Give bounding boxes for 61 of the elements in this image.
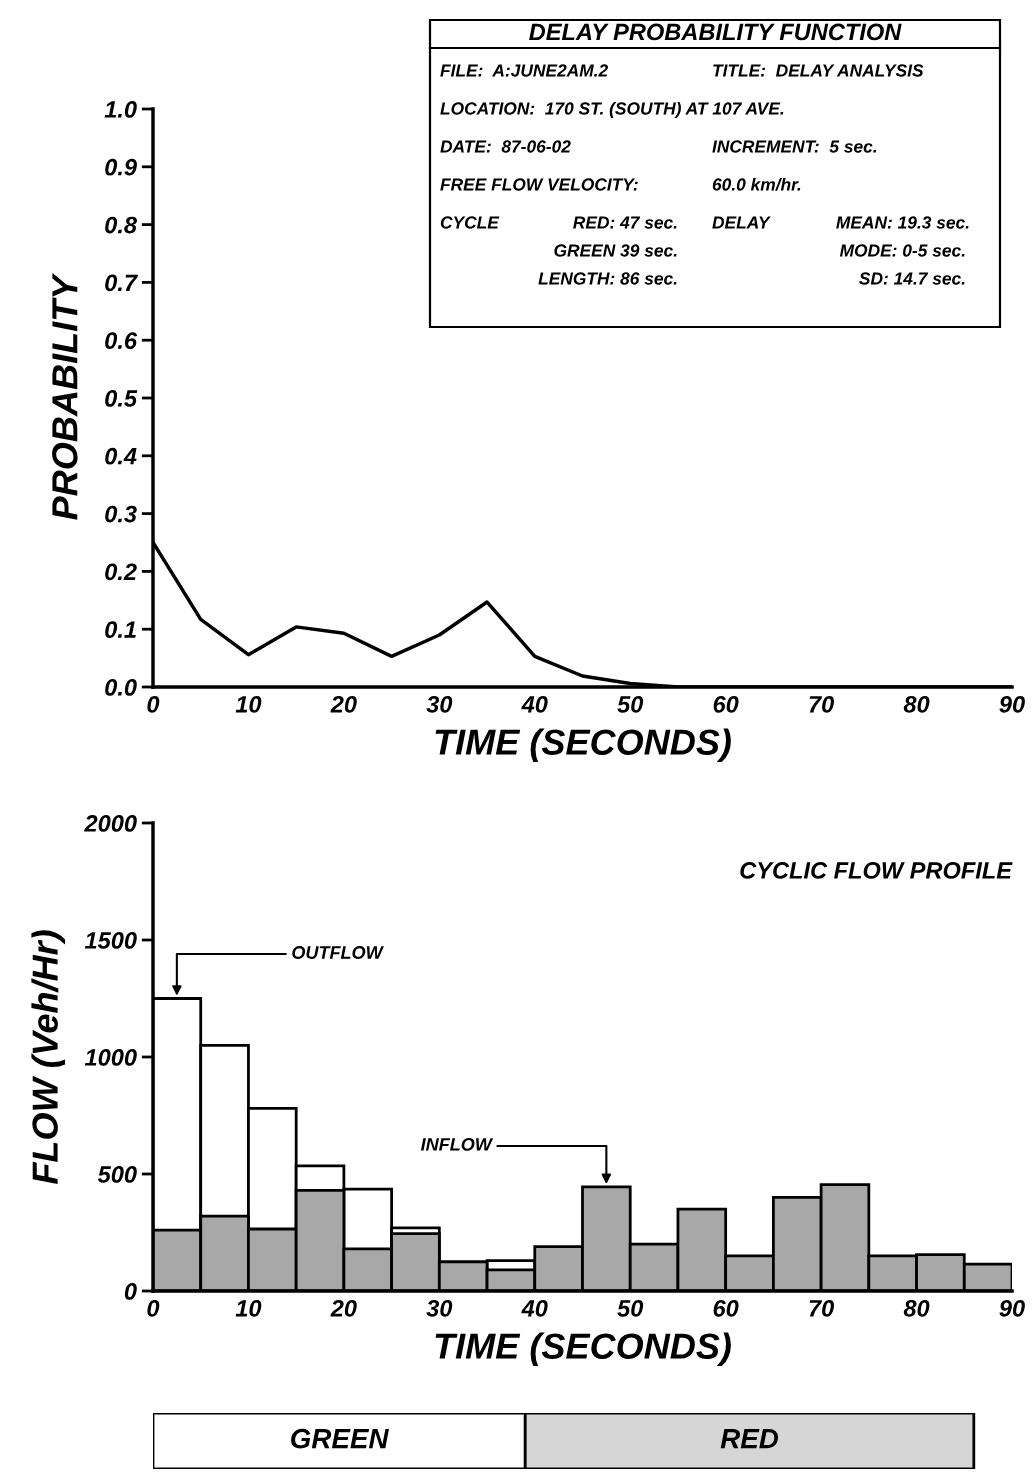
x-tick-label: 40	[521, 1299, 548, 1317]
y-tick-label: 500	[97, 1166, 137, 1183]
x-tick-label: 10	[235, 695, 262, 713]
y-tick-label: 0.5	[105, 390, 138, 407]
y-tick-label: 0.7	[105, 274, 138, 292]
y-tick-label: 0.1	[105, 621, 136, 638]
x-tick-label: 50	[617, 695, 644, 713]
chart-title: DELAY PROBABILITY FUNCTION	[529, 23, 902, 41]
text: TITLE: DELAY ANALYSIS	[713, 64, 924, 77]
annotation: MEAN: 19.3 sec.	[836, 216, 969, 229]
x-tick-label: 80	[903, 695, 930, 713]
y-axis-title: PROBABILITY	[52, 272, 78, 520]
series-label: RED	[720, 1429, 779, 1449]
y-tick-label: 0.0	[105, 679, 137, 696]
x-tick-label: 30	[426, 1299, 453, 1317]
annotation: FREE FLOW VELOCITY:	[440, 178, 638, 191]
y-tick-label: 0.6	[105, 332, 138, 349]
x-tick-label: 70	[809, 695, 835, 713]
x-tick-label: 0	[147, 695, 160, 713]
x-tick-label: 80	[903, 1299, 930, 1317]
y-tick-label: 1000	[84, 1049, 137, 1066]
y-tick-label: 0	[124, 1283, 137, 1300]
annotation: INFLOW	[420, 1137, 494, 1151]
x-tick-label: 20	[330, 695, 357, 713]
annotation: MODE: 0-5 sec.	[839, 244, 965, 257]
x-axis-title: TIME (SECONDS)	[435, 1332, 731, 1367]
x-tick-label: 60	[713, 695, 739, 713]
y-tick-label: 0.8	[105, 216, 137, 234]
annotation: CYCLE	[440, 216, 500, 229]
x-tick-label: 90	[999, 695, 1025, 713]
y-tick-label: 2000	[84, 815, 137, 832]
text: FILE: A:JUNE2AM.2	[440, 64, 608, 77]
annotation: 60.0 km/hr.	[712, 177, 801, 191]
y-tick-label: 1500	[84, 932, 137, 949]
annotation: LOCATION: 170 ST. (SOUTH) AT 107 AVE.	[440, 101, 784, 119]
x-tick-label: 40	[521, 695, 548, 713]
x-axis-title: TIME (SECONDS)	[435, 728, 731, 763]
annotation: INCREMENT: 5 sec.	[712, 140, 877, 153]
x-tick-label: 20	[330, 1299, 357, 1317]
y-tick-label: 0.3	[105, 505, 137, 523]
annotation: SD: 14.7 sec.	[859, 272, 965, 285]
annotation: DELAY	[712, 216, 771, 229]
x-tick-label: 30	[426, 695, 453, 713]
annotation: RED: 47 sec.	[573, 216, 677, 229]
annotation: OUTFLOW	[292, 946, 384, 959]
x-tick-label: 0	[147, 1299, 160, 1317]
x-tick-label: 60	[713, 1299, 739, 1317]
y-tick-label: 0.9	[105, 158, 137, 176]
y-tick-label: 0.4	[105, 447, 137, 465]
y-tick-label: 0.2	[105, 563, 137, 581]
annotation: DATE: 87-06-02	[440, 140, 571, 153]
x-tick-label: 50	[617, 1299, 644, 1317]
x-tick-label: 90	[999, 1299, 1025, 1317]
y-tick-label: 1.0	[104, 101, 137, 118]
annotation: GREEN 39 sec.	[554, 244, 677, 257]
x-tick-label: 70	[809, 1299, 835, 1317]
series-label: GREEN	[291, 1428, 389, 1449]
annotation: LENGTH: 86 sec.	[538, 272, 677, 285]
text: CYCLIC FLOW PROFILE	[740, 862, 1013, 879]
y-axis-title: FLOW (Veh/Hr)	[31, 930, 66, 1185]
x-tick-label: 10	[235, 1299, 262, 1317]
